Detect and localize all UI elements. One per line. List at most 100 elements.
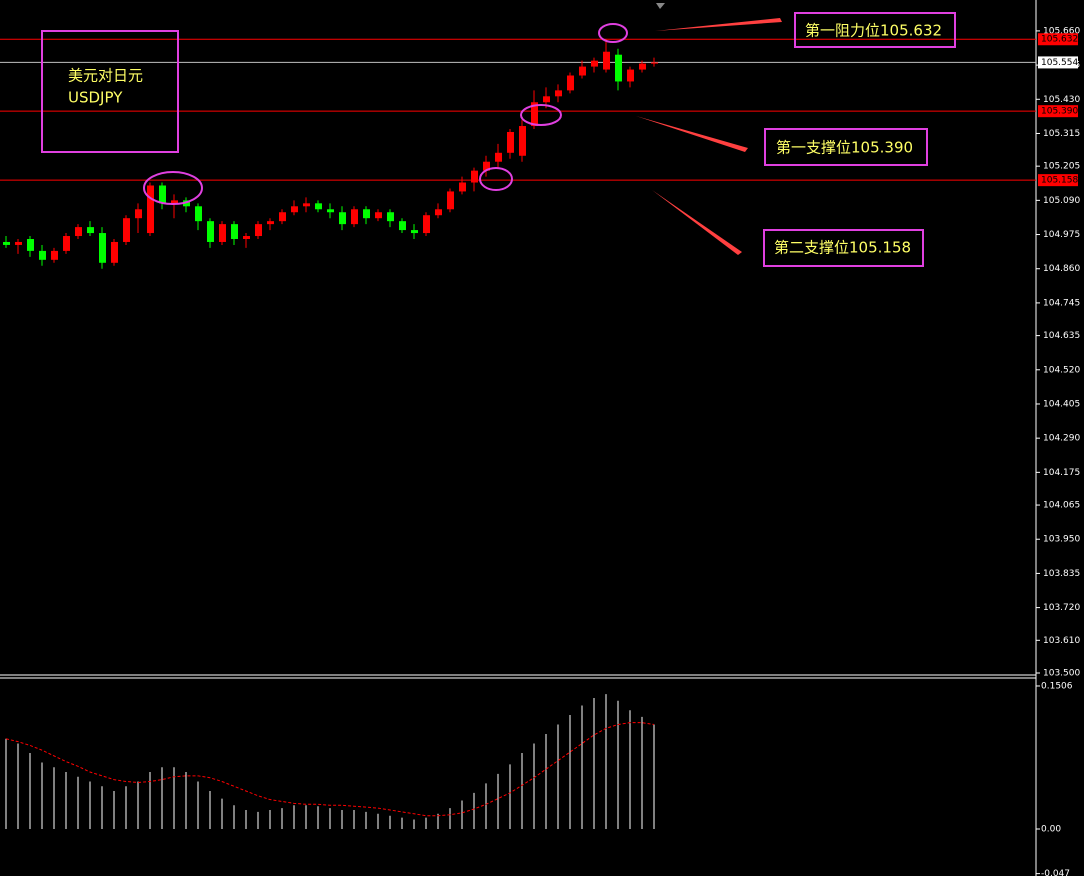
candle-body [51,250,58,260]
price-tag [1038,33,1078,46]
annotation-box [794,12,956,48]
candle-body [327,209,334,213]
candle-body [471,170,478,183]
candle-body [207,221,214,242]
candle-body [543,96,550,103]
candle-body [303,203,310,207]
y-tick-label: 105.315 [1043,129,1080,139]
candle-body [375,212,382,219]
y-tick-label: -0.047 [1041,869,1070,876]
price-tag-label: 105.390 [1041,107,1078,117]
candle-body [627,69,634,82]
y-tick-label: 104.975 [1043,230,1080,240]
candle-body [63,236,70,251]
candle-body [411,230,418,234]
y-tick-label: 104.860 [1043,264,1080,274]
candle-body [519,126,526,156]
candle-body [483,161,490,171]
annotation: 第二支撑位105.158 [774,239,911,257]
y-tick-label: 105.430 [1043,95,1080,105]
candle-body [171,200,178,204]
y-tick-label: 104.520 [1043,365,1080,375]
highlight [479,167,513,191]
candle-body [507,131,514,153]
arrow [636,116,748,152]
candle-body [243,236,250,239]
candle-body [147,185,154,234]
y-tick-label: 104.065 [1043,501,1080,511]
candle-body [15,241,22,245]
candle-body [339,212,346,225]
y-tick-label: 105.090 [1043,196,1080,206]
candle-body [423,215,430,234]
price-tag-label: 105.158 [1041,176,1078,186]
highlight [598,23,628,43]
arrow [652,190,742,255]
candle-body [603,51,610,70]
y-tick-label: 103.720 [1043,603,1080,613]
symbol-code: USDJPY [68,89,123,107]
candle-body [87,227,94,234]
arrow [655,18,782,31]
candle-body [255,224,262,237]
candle-body [27,238,34,251]
y-tick-label: 105.660 [1043,26,1080,36]
candle-body [639,63,646,70]
candle-body [459,182,466,192]
symbol-box [41,30,179,153]
candle-body [75,227,82,237]
candle-body [267,221,274,225]
y-tick-label: 104.745 [1043,298,1080,308]
y-tick-label: 103.500 [1043,669,1080,679]
candle-body [39,250,46,260]
y-tick-label: 105.205 [1043,162,1080,172]
candle-body [615,54,622,82]
candle-body [531,102,538,127]
y-tick-label: 0.1506 [1041,681,1073,691]
y-tick-label: 104.635 [1043,331,1080,341]
y-tick-label: 103.950 [1043,535,1080,545]
candle-body [495,152,502,162]
highlight [143,171,203,205]
symbol-name: 美元对日元 [68,67,143,85]
candle-body [651,62,658,64]
candle-body [399,221,406,231]
annotation-box [763,229,924,267]
candle-body [123,218,130,242]
highlight [520,104,562,126]
candle-body [183,200,190,207]
annotation-box [764,128,928,166]
candle-body [159,185,166,204]
candle-body [435,209,442,216]
candle-body [219,224,226,242]
price-tag [1038,56,1078,69]
candle-body [447,191,454,210]
candle-body [567,75,574,91]
annotation: 第一阻力位105.632 [805,22,942,40]
y-tick-label: 104.405 [1043,399,1080,409]
candle-body [387,212,394,222]
candle-body [279,212,286,222]
shift-marker [656,3,665,9]
candle-body [363,209,370,219]
candle-body [315,203,322,210]
candle-body [195,206,202,222]
y-tick-label: 0.00 [1041,824,1061,834]
price-tag [1038,174,1078,187]
candle-body [351,209,358,225]
candle-body [135,209,142,219]
candle-body [579,66,586,76]
y-tick-label: 103.610 [1043,636,1080,646]
price-tag-label: 105.632 [1041,35,1078,45]
price-tag [1038,105,1078,118]
candle-body [231,224,238,239]
candle-body [111,241,118,263]
candle-body [555,90,562,97]
y-tick-label: 104.175 [1043,468,1080,478]
candle-body [3,241,10,245]
signal-line [5,722,655,817]
y-tick-label: 103.835 [1043,569,1080,579]
candle-body [99,233,106,263]
